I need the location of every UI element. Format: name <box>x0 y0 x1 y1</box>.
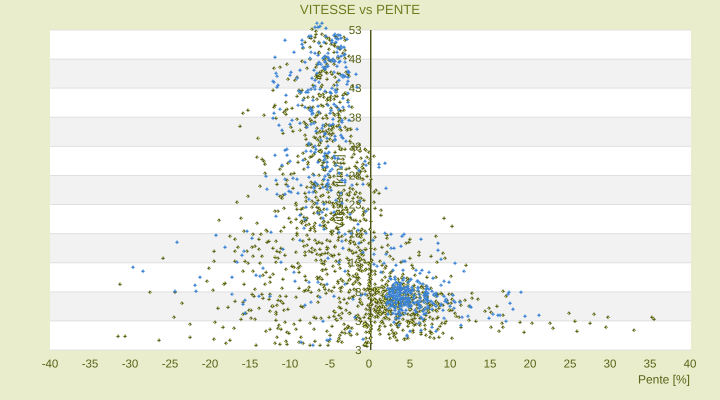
svg-text:53: 53 <box>349 25 362 37</box>
svg-text:-20: -20 <box>202 359 219 371</box>
svg-text:10: 10 <box>444 359 457 371</box>
svg-text:40: 40 <box>684 359 697 371</box>
svg-text:38: 38 <box>349 112 362 124</box>
svg-text:-15: -15 <box>242 359 259 371</box>
svg-text:3: 3 <box>355 345 361 357</box>
svg-text:VITESSE vs PENTE: VITESSE vs PENTE <box>300 2 420 17</box>
svg-text:-10: -10 <box>282 359 299 371</box>
svg-text:Pente [%]: Pente [%] <box>638 373 690 387</box>
svg-text:-5: -5 <box>325 359 335 371</box>
svg-text:35: 35 <box>644 359 657 371</box>
svg-text:3: 3 <box>355 316 361 328</box>
svg-text:-40: -40 <box>42 359 59 371</box>
svg-text:5: 5 <box>407 359 413 371</box>
svg-text:-35: -35 <box>82 359 99 371</box>
svg-text:-25: -25 <box>162 359 179 371</box>
svg-text:-30: -30 <box>122 359 139 371</box>
svg-text:43: 43 <box>349 83 362 95</box>
svg-text:30: 30 <box>604 359 617 371</box>
svg-text:8: 8 <box>355 287 361 299</box>
svg-text:20: 20 <box>524 359 537 371</box>
svg-text:0: 0 <box>366 359 372 371</box>
svg-text:15: 15 <box>484 359 497 371</box>
svg-text:25: 25 <box>564 359 577 371</box>
svg-text:48: 48 <box>349 54 362 66</box>
